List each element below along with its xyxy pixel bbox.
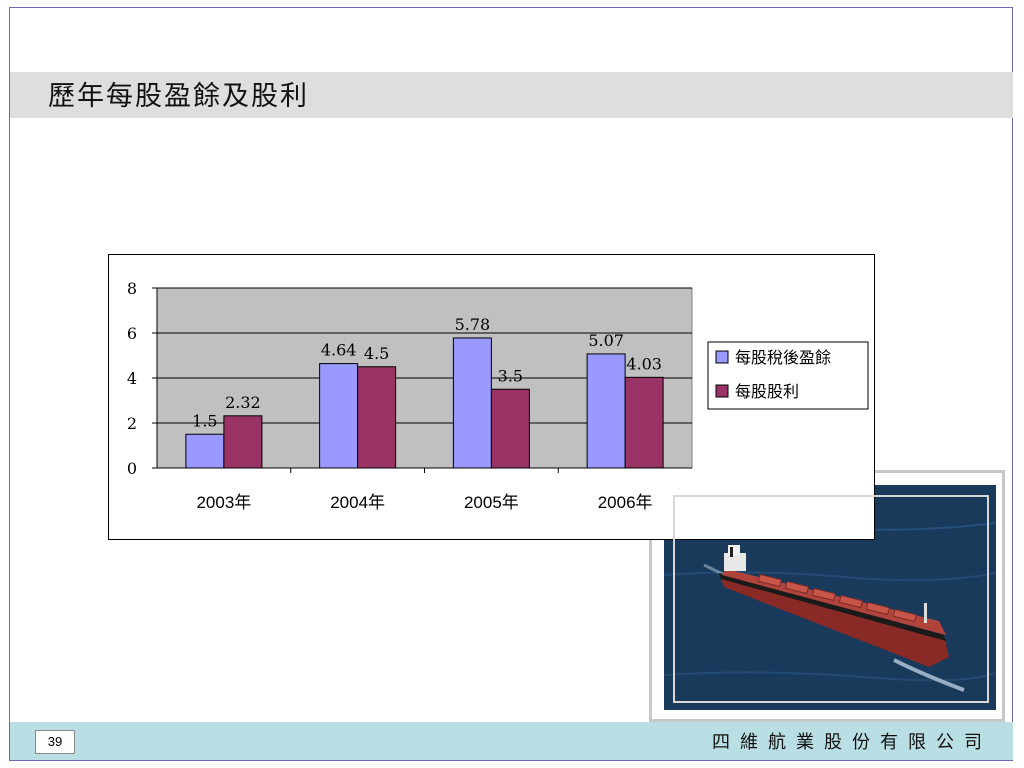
- x-tick-label: 2003年: [196, 493, 251, 512]
- data-label: 4.5: [364, 344, 389, 363]
- photo-inner-frame: [673, 495, 989, 703]
- legend-label: 每股稅後盈餘: [735, 348, 831, 367]
- bar: [185, 433, 225, 469]
- data-label: 4.03: [626, 354, 662, 373]
- title-bar: [10, 72, 1013, 118]
- legend-box: [707, 341, 869, 410]
- x-tick-label: 2004年: [330, 493, 385, 512]
- data-label: 4.64: [321, 341, 357, 360]
- data-label: 2.32: [225, 393, 261, 412]
- data-label: 3.5: [498, 366, 523, 385]
- legend-label: 每股股利: [735, 382, 799, 401]
- legend-swatch: [715, 350, 729, 364]
- bar: [319, 363, 359, 469]
- bar: [586, 353, 626, 469]
- bar: [624, 376, 664, 469]
- y-tick-label: 0: [127, 459, 137, 478]
- y-tick-label: 2: [127, 414, 137, 433]
- legend-swatch: [715, 384, 729, 398]
- y-tick-label: 8: [127, 279, 137, 298]
- x-tick-label: 2006年: [598, 493, 653, 512]
- bar: [357, 366, 397, 469]
- company-name: 四維航業股份有限公司: [712, 732, 992, 753]
- bar: [452, 337, 492, 469]
- page-number: 39: [35, 730, 75, 754]
- x-tick-label: 2005年: [464, 493, 519, 512]
- chart: 1.5 2.32 4.64 4.5 5.78 3.5 5.07 4.03 0 2 4 6 8 2003…: [108, 254, 875, 540]
- data-label: 1.5: [192, 411, 217, 430]
- data-label: 5.78: [455, 315, 491, 334]
- bar: [223, 415, 263, 469]
- y-tick-label: 6: [127, 324, 137, 343]
- y-tick-label: 4: [127, 369, 137, 388]
- footer-bar: [10, 722, 1013, 760]
- bar: [490, 388, 530, 469]
- page-title: 歷年每股盈餘及股利: [48, 81, 309, 112]
- data-label: 5.07: [588, 331, 624, 350]
